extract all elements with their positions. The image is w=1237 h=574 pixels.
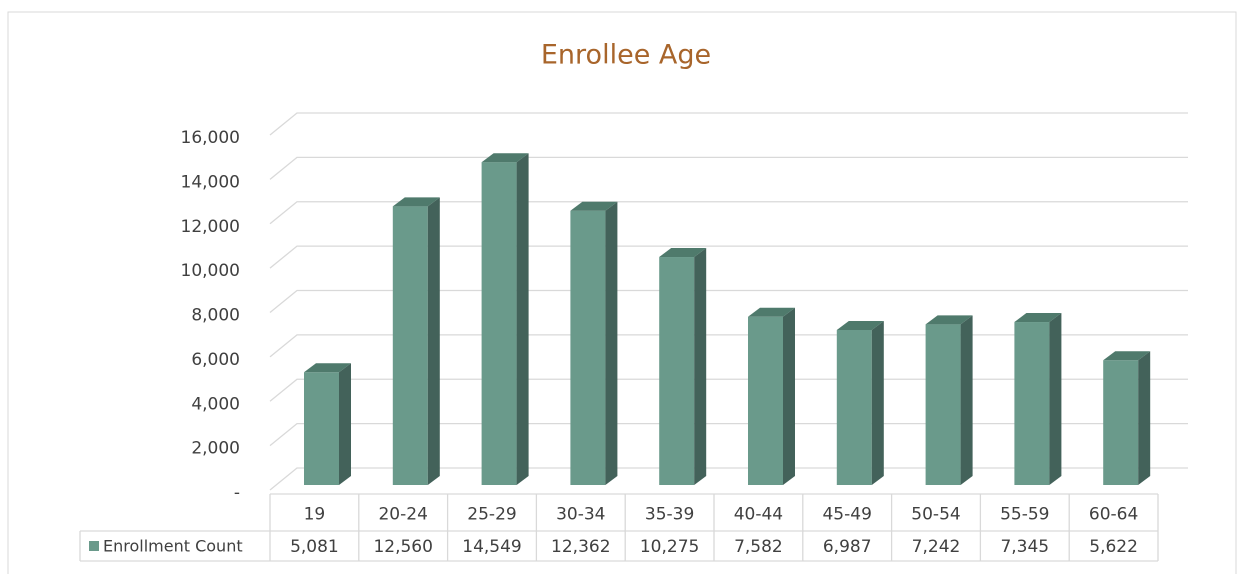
bar xyxy=(392,197,440,485)
chart-title: Enrollee Age xyxy=(541,40,711,71)
x-tick-label: 25-29 xyxy=(467,505,516,525)
bar-front xyxy=(481,162,517,485)
bar-side xyxy=(427,197,440,485)
y-tick-label: - xyxy=(234,483,240,503)
bar-side xyxy=(1138,351,1151,485)
x-tick-label: 55-59 xyxy=(1000,505,1049,525)
bar-front xyxy=(1103,360,1139,485)
grid-line xyxy=(269,422,1188,447)
data-label: 12,560 xyxy=(373,537,432,557)
bar-front xyxy=(570,210,606,485)
grid-line xyxy=(269,201,1188,225)
bar-front xyxy=(659,257,695,485)
grid-line xyxy=(269,334,1188,358)
grid-line xyxy=(269,156,1188,180)
y-tick-label: 12,000 xyxy=(181,217,240,237)
data-label: 7,345 xyxy=(1000,537,1049,557)
bar xyxy=(836,320,884,485)
legend-swatch xyxy=(89,541,99,551)
x-tick-label: 40-44 xyxy=(734,505,783,525)
grid-line xyxy=(269,378,1188,402)
bar xyxy=(748,307,795,485)
bar-side xyxy=(960,315,973,485)
bar xyxy=(925,315,973,485)
data-label: 7,242 xyxy=(912,537,961,557)
x-tick-label: 50-54 xyxy=(911,505,960,525)
bar-top xyxy=(392,197,440,207)
bar-side xyxy=(783,307,795,485)
data-label: 7,582 xyxy=(734,537,783,557)
bar-side xyxy=(516,153,529,485)
y-tick-label: 4,000 xyxy=(191,394,240,414)
data-label: 5,622 xyxy=(1089,537,1138,557)
grid-line xyxy=(269,112,1188,136)
bar-top xyxy=(481,153,529,163)
bar-front xyxy=(1014,322,1050,485)
bar-front xyxy=(836,329,872,485)
bar-side xyxy=(605,201,618,485)
bar xyxy=(481,153,529,485)
legend-label: Enrollment Count xyxy=(103,537,243,556)
y-tick-label: 2,000 xyxy=(191,439,240,459)
grid-line xyxy=(269,467,1188,491)
x-tick-label: 60-64 xyxy=(1089,505,1138,525)
grid-line xyxy=(269,245,1188,269)
bar-front xyxy=(392,206,428,485)
x-tick-label: 20-24 xyxy=(378,505,427,525)
data-label: 5,081 xyxy=(290,537,339,557)
bar-front xyxy=(925,324,961,485)
bar xyxy=(570,201,618,485)
data-label: 12,362 xyxy=(551,537,610,557)
x-tick-label: 19 xyxy=(304,505,326,525)
y-tick-label: 8,000 xyxy=(191,306,240,326)
data-label: 14,549 xyxy=(462,537,521,557)
bar-front xyxy=(304,372,339,485)
x-tick-label: 45-49 xyxy=(822,505,871,525)
bar-side xyxy=(694,248,707,485)
bar-side xyxy=(1049,313,1062,485)
data-label: 6,987 xyxy=(823,537,872,557)
bar-top xyxy=(1014,313,1062,323)
bar-top xyxy=(925,315,973,325)
bar-top xyxy=(748,307,795,317)
bar-top xyxy=(836,320,884,330)
bar xyxy=(1103,351,1151,485)
bar-side xyxy=(871,320,884,485)
x-tick-label: 30-34 xyxy=(556,505,605,525)
grid-line xyxy=(269,289,1188,314)
bar-top xyxy=(659,248,707,258)
bar xyxy=(659,248,707,485)
data-label: 10,275 xyxy=(640,537,699,557)
bar-front xyxy=(748,316,783,485)
bar-top xyxy=(570,201,618,211)
bar-top xyxy=(1103,351,1151,361)
y-tick-label: 14,000 xyxy=(181,172,240,192)
y-tick-label: 6,000 xyxy=(191,350,240,370)
x-tick-label: 35-39 xyxy=(645,505,694,525)
bar xyxy=(304,363,351,485)
bar xyxy=(1014,313,1062,485)
bar-top xyxy=(304,363,351,373)
y-tick-label: 10,000 xyxy=(181,261,240,281)
y-tick-label: 16,000 xyxy=(181,128,240,148)
bar-side xyxy=(339,363,351,485)
chart-frame xyxy=(7,11,1237,574)
